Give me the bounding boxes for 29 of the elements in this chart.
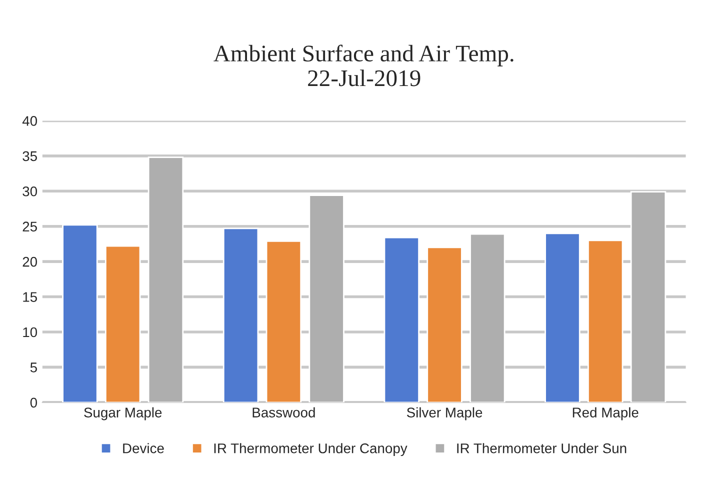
bar <box>630 191 666 402</box>
y-tick-label: 40 <box>22 116 38 126</box>
y-tick-label: 0 <box>30 398 38 408</box>
y-tick-label: 35 <box>22 151 37 162</box>
bar <box>470 233 506 402</box>
bar <box>426 246 462 402</box>
y-tick-label: 5 <box>30 362 37 372</box>
bar <box>384 236 420 402</box>
x-tick-label: Silver Maple <box>406 407 482 420</box>
y-tick-label: 30 <box>22 186 38 196</box>
x-tick-label: Basswood <box>252 407 315 418</box>
legend-label: Device <box>123 443 164 454</box>
bar <box>104 245 141 402</box>
bar <box>544 232 580 402</box>
bar <box>222 228 259 402</box>
chart-title: Ambient Surface and Air Temp. 22-Jul-2019 <box>214 44 514 86</box>
x-tick-label: Red Maple <box>572 407 638 420</box>
y-tick-label: 20 <box>22 256 38 267</box>
y-tick-label: 15 <box>23 292 37 302</box>
y-tick-label: 10 <box>23 327 38 338</box>
legend-label: IR Thermometer Under Canopy <box>214 443 408 456</box>
bar <box>62 224 98 402</box>
y-tick-label: 25 <box>22 222 37 232</box>
x-tick-label: Sugar Maple <box>84 407 162 420</box>
bar <box>588 240 624 402</box>
bar <box>308 194 344 402</box>
legend-label: IR Thermometer Under Sun <box>457 443 626 454</box>
bar <box>266 240 302 402</box>
bar <box>148 156 184 402</box>
